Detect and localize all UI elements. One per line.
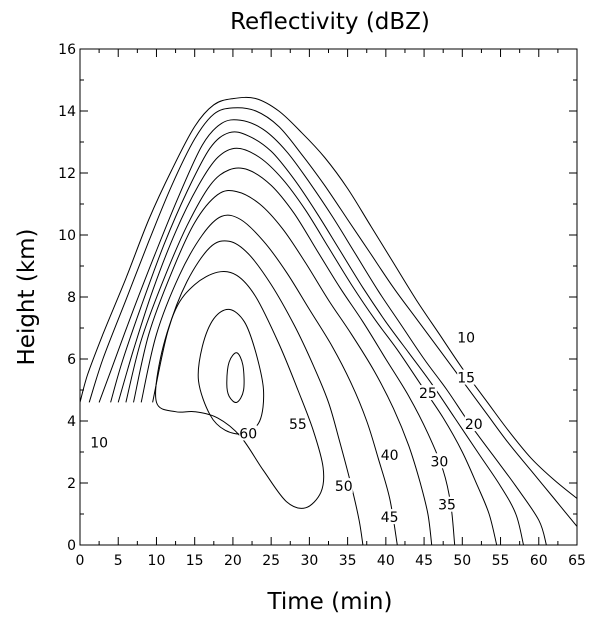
x-tick-label: 40 (377, 553, 395, 569)
contour-label-bg (288, 416, 307, 432)
contour-label-bg (90, 434, 109, 450)
contour-label-bg (418, 385, 437, 401)
contour-label-bg (239, 425, 258, 441)
contour-label: 40 (381, 448, 399, 464)
contour-label-bg (464, 416, 483, 432)
y-tick-label: 6 (67, 352, 76, 368)
plot-frame (79, 48, 578, 546)
contour-label: 15 (457, 371, 475, 387)
x-tick-label: 15 (186, 553, 204, 569)
y-tick-label: 2 (67, 476, 76, 492)
x-tick-label: 50 (453, 553, 471, 569)
contour-line-15 (88, 107, 578, 527)
contour-line-65 (226, 352, 245, 404)
y-axis-label: Height (km) (14, 228, 40, 365)
contour-label: 45 (381, 510, 399, 526)
contour-line-40 (133, 190, 433, 546)
x-axis-label: Time (min) (267, 589, 393, 615)
contour-label-bg (380, 509, 399, 525)
x-tick-label: 60 (530, 553, 548, 569)
x-tick-labels: 0 5 10 15 20 25 30 35 40 45 50 55 60 65 (76, 553, 586, 569)
x-tick-label: 0 (76, 553, 85, 569)
contour-label: 50 (335, 479, 353, 495)
x-tick-label: 10 (148, 553, 166, 569)
contour-label-bg (438, 496, 457, 512)
y-tick-label: 10 (58, 228, 76, 244)
x-tick-label: 5 (114, 553, 123, 569)
x-tick-label: 35 (339, 553, 357, 569)
contour-label: 10 (457, 330, 475, 346)
contour-line-35 (125, 167, 456, 546)
contour-label: 60 (239, 426, 257, 442)
contour-label: 55 (289, 417, 307, 433)
contour-labels: 10 10 15 20 25 30 35 40 45 50 55 60 (90, 329, 483, 526)
contour-line-50 (152, 240, 364, 546)
y-tick-label: 0 (67, 538, 76, 554)
y-tick-label: 4 (67, 414, 76, 430)
contour-label: 10 (90, 436, 108, 452)
contour-line-25 (110, 131, 524, 546)
contour-line-60 (197, 308, 265, 435)
x-tick-label: 45 (415, 553, 433, 569)
contour-label-bg (380, 447, 399, 463)
chart-title: Reflectivity (dBZ) (230, 9, 430, 35)
y-tick-label: 16 (58, 42, 76, 58)
x-tick-label: 30 (300, 553, 318, 569)
contour-label: 35 (438, 498, 456, 514)
y-tick-label: 12 (58, 166, 76, 182)
x-tick-label: 20 (224, 553, 242, 569)
contour-line-20 (98, 119, 547, 546)
contour-line-30 (117, 147, 498, 546)
y-tick-labels: 0 2 4 6 8 10 12 14 16 (58, 42, 76, 554)
contour-line-55 (155, 270, 325, 509)
axis-ticks (79, 48, 578, 546)
contour-label-bg (457, 329, 476, 345)
x-tick-label: 65 (568, 553, 586, 569)
y-tick-label: 8 (67, 290, 76, 306)
contour-label: 25 (419, 386, 437, 402)
x-tick-label: 55 (492, 553, 510, 569)
x-tick-label: 25 (262, 553, 280, 569)
contour-line-10 (79, 96, 578, 499)
contour-line-45 (140, 214, 398, 546)
contour-label-bg (457, 369, 476, 385)
contour-label: 30 (430, 454, 448, 470)
contour-label-bg (430, 453, 449, 469)
contour-lines (79, 96, 578, 546)
y-tick-label: 14 (58, 104, 76, 120)
contour-label-bg (334, 478, 353, 494)
contour-label: 20 (465, 417, 483, 433)
